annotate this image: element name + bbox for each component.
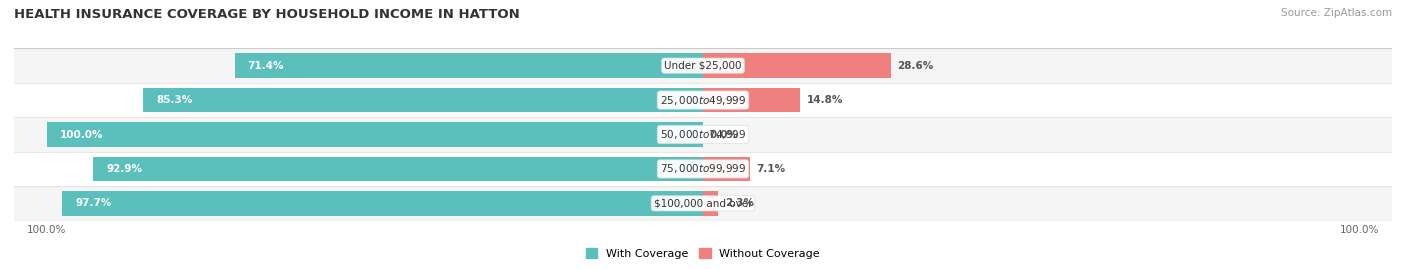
Text: 14.8%: 14.8% — [807, 95, 844, 105]
Bar — [703, 157, 749, 181]
Text: 28.6%: 28.6% — [897, 61, 934, 71]
Bar — [14, 48, 1392, 83]
Bar — [14, 117, 1392, 152]
Text: Source: ZipAtlas.com: Source: ZipAtlas.com — [1281, 8, 1392, 18]
Bar — [703, 88, 800, 112]
Text: $50,000 to $74,999: $50,000 to $74,999 — [659, 128, 747, 141]
Bar — [62, 191, 703, 216]
Bar — [14, 186, 1392, 221]
Text: 100.0%: 100.0% — [60, 129, 104, 140]
Text: 7.1%: 7.1% — [756, 164, 786, 174]
Text: $25,000 to $49,999: $25,000 to $49,999 — [659, 94, 747, 107]
Bar — [703, 53, 890, 78]
Bar — [235, 53, 703, 78]
Legend: With Coverage, Without Coverage: With Coverage, Without Coverage — [582, 244, 824, 263]
Text: 97.7%: 97.7% — [75, 198, 111, 208]
Text: HEALTH INSURANCE COVERAGE BY HOUSEHOLD INCOME IN HATTON: HEALTH INSURANCE COVERAGE BY HOUSEHOLD I… — [14, 8, 520, 21]
Text: 92.9%: 92.9% — [107, 164, 142, 174]
Text: 85.3%: 85.3% — [156, 95, 193, 105]
Bar — [46, 122, 703, 147]
Bar — [93, 157, 703, 181]
Text: $100,000 and over: $100,000 and over — [654, 198, 752, 208]
Text: 71.4%: 71.4% — [247, 61, 284, 71]
Bar — [143, 88, 703, 112]
Text: Under $25,000: Under $25,000 — [664, 61, 742, 71]
Text: $75,000 to $99,999: $75,000 to $99,999 — [659, 162, 747, 175]
Bar — [14, 83, 1392, 117]
Text: 0.0%: 0.0% — [710, 129, 738, 140]
Bar — [703, 191, 718, 216]
Text: 2.3%: 2.3% — [724, 198, 754, 208]
Bar — [14, 152, 1392, 186]
